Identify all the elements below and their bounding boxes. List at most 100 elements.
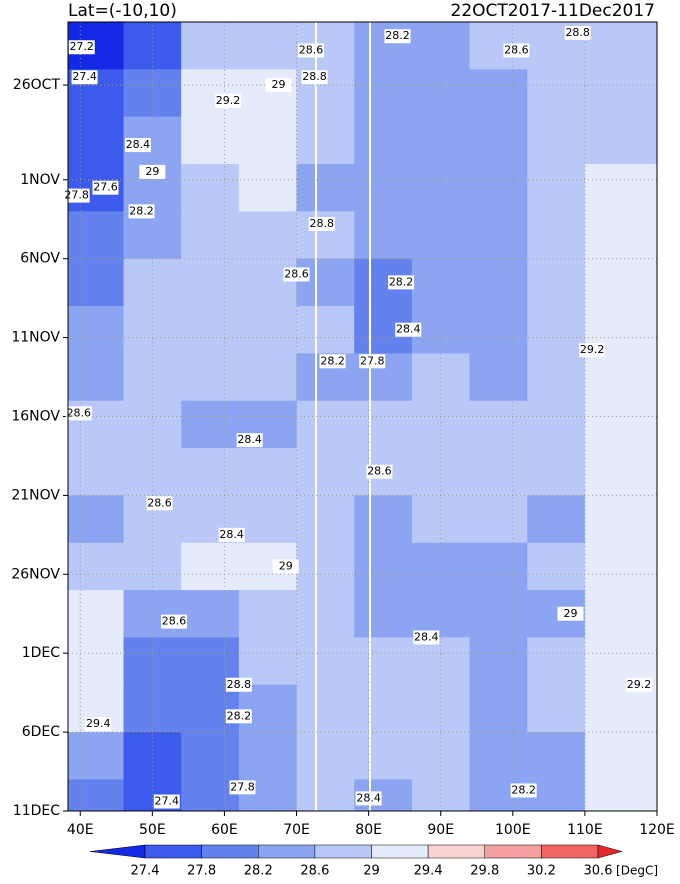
contour-label: 29 <box>139 164 166 179</box>
contour-label: 28.8 <box>225 677 252 692</box>
contour-label: 28.6 <box>283 267 310 282</box>
field-cell <box>354 590 413 638</box>
field-cell <box>527 400 586 449</box>
field-cell <box>354 732 413 780</box>
contour-label: 29.4 <box>85 717 112 732</box>
contour-label: 28.6 <box>297 43 324 58</box>
field-cell <box>296 448 355 496</box>
colorbar-swatch <box>201 844 259 859</box>
field-cell <box>68 542 125 591</box>
contour-label-box <box>625 677 652 692</box>
contour-label: 27.4 <box>153 794 180 809</box>
field-cell <box>123 684 182 733</box>
contour-label-box <box>65 406 92 421</box>
field-cell <box>181 69 240 118</box>
field-cell <box>296 590 355 638</box>
field-cell <box>238 306 298 354</box>
field-cell <box>238 590 298 638</box>
field-cell <box>181 732 240 780</box>
field-cell <box>584 116 658 165</box>
field-cell <box>181 542 240 591</box>
contour-label-box <box>139 164 166 179</box>
contour-label-box <box>225 677 252 692</box>
contour-label-box <box>388 275 415 290</box>
field-cell <box>527 69 586 118</box>
field-cell <box>181 116 240 165</box>
contour-label-box <box>124 138 151 153</box>
field-cell <box>123 69 182 118</box>
contour-label: 28.4 <box>124 138 151 153</box>
contour-label-box <box>265 78 292 93</box>
field-cell <box>181 448 240 496</box>
contour-label-text: 28.8 <box>227 678 252 691</box>
contour-label-text: 29.2 <box>627 678 652 691</box>
x-tick-label: 90E <box>427 822 454 838</box>
field-cell <box>411 353 471 402</box>
contour-label: 28.4 <box>413 630 440 645</box>
field-cell <box>527 684 586 733</box>
field-cell <box>354 116 413 165</box>
field-cell <box>238 258 298 307</box>
field-cell <box>123 448 182 496</box>
colorbar-swatch <box>144 844 202 859</box>
field-cell <box>584 164 658 212</box>
contour-label-text: 28.2 <box>385 29 410 42</box>
contour-label-text: 28.6 <box>504 43 529 56</box>
field-cell <box>238 164 298 212</box>
x-tick-label: 50E <box>139 822 166 838</box>
field-cell <box>68 258 125 307</box>
field-cell <box>469 116 528 165</box>
field-cell <box>354 211 413 260</box>
field-cell <box>238 22 298 70</box>
field-cell <box>411 495 471 544</box>
contour-label-box <box>395 322 422 337</box>
field-cell <box>527 448 586 496</box>
field-cell <box>527 306 586 354</box>
field-cell <box>296 306 355 354</box>
field-cell <box>584 353 658 402</box>
field-cell <box>354 542 413 591</box>
field-cell <box>584 448 658 496</box>
contour-label: 28.6 <box>366 464 393 479</box>
field-cell <box>181 353 240 402</box>
field-cell <box>469 495 528 544</box>
field-cell <box>469 211 528 260</box>
contour-label-box <box>413 630 440 645</box>
y-tick-label: 21NOV <box>11 487 60 503</box>
contour-label-text: 27.8 <box>64 189 89 202</box>
colorbar-swatch <box>541 844 599 859</box>
contour-label-text: 27.4 <box>155 795 180 808</box>
field-cell <box>296 542 355 591</box>
colorbar-swatch <box>371 844 429 859</box>
field-cell <box>469 164 528 212</box>
contour-label-box <box>308 216 335 231</box>
contour-label: 28.4 <box>218 527 245 542</box>
contour-label-text: 28.6 <box>162 615 187 628</box>
x-tick-label: 70E <box>283 822 310 838</box>
contour-label-box <box>160 614 187 629</box>
contour-label: 27.8 <box>229 780 256 795</box>
contour-label-text: 28.4 <box>396 323 421 336</box>
field-cell <box>469 684 528 733</box>
colorbar-label: 27.8 <box>187 864 216 879</box>
contour-label-box <box>225 709 252 724</box>
field-cell <box>123 732 182 780</box>
contour-label-text: 28.4 <box>126 138 151 151</box>
field-cell <box>527 353 586 402</box>
contour-label-text: 27.6 <box>93 181 118 194</box>
contour-label: 27.4 <box>71 70 98 85</box>
field-cell <box>296 637 355 686</box>
field-cell <box>584 211 658 260</box>
field-cell <box>584 590 658 638</box>
contour-label-text: 28.6 <box>367 465 392 478</box>
contour-label-text: 28.6 <box>147 496 172 509</box>
contour-label-box <box>503 43 530 58</box>
y-tick-label: 1DEC <box>22 645 61 661</box>
contour-label-box <box>215 93 242 108</box>
field-cell <box>296 684 355 733</box>
contour-label: 28.2 <box>128 204 155 219</box>
field-cell <box>123 353 182 402</box>
field-cell <box>238 684 298 733</box>
contour-label-text: 28.6 <box>67 406 92 419</box>
field-cell <box>296 732 355 780</box>
